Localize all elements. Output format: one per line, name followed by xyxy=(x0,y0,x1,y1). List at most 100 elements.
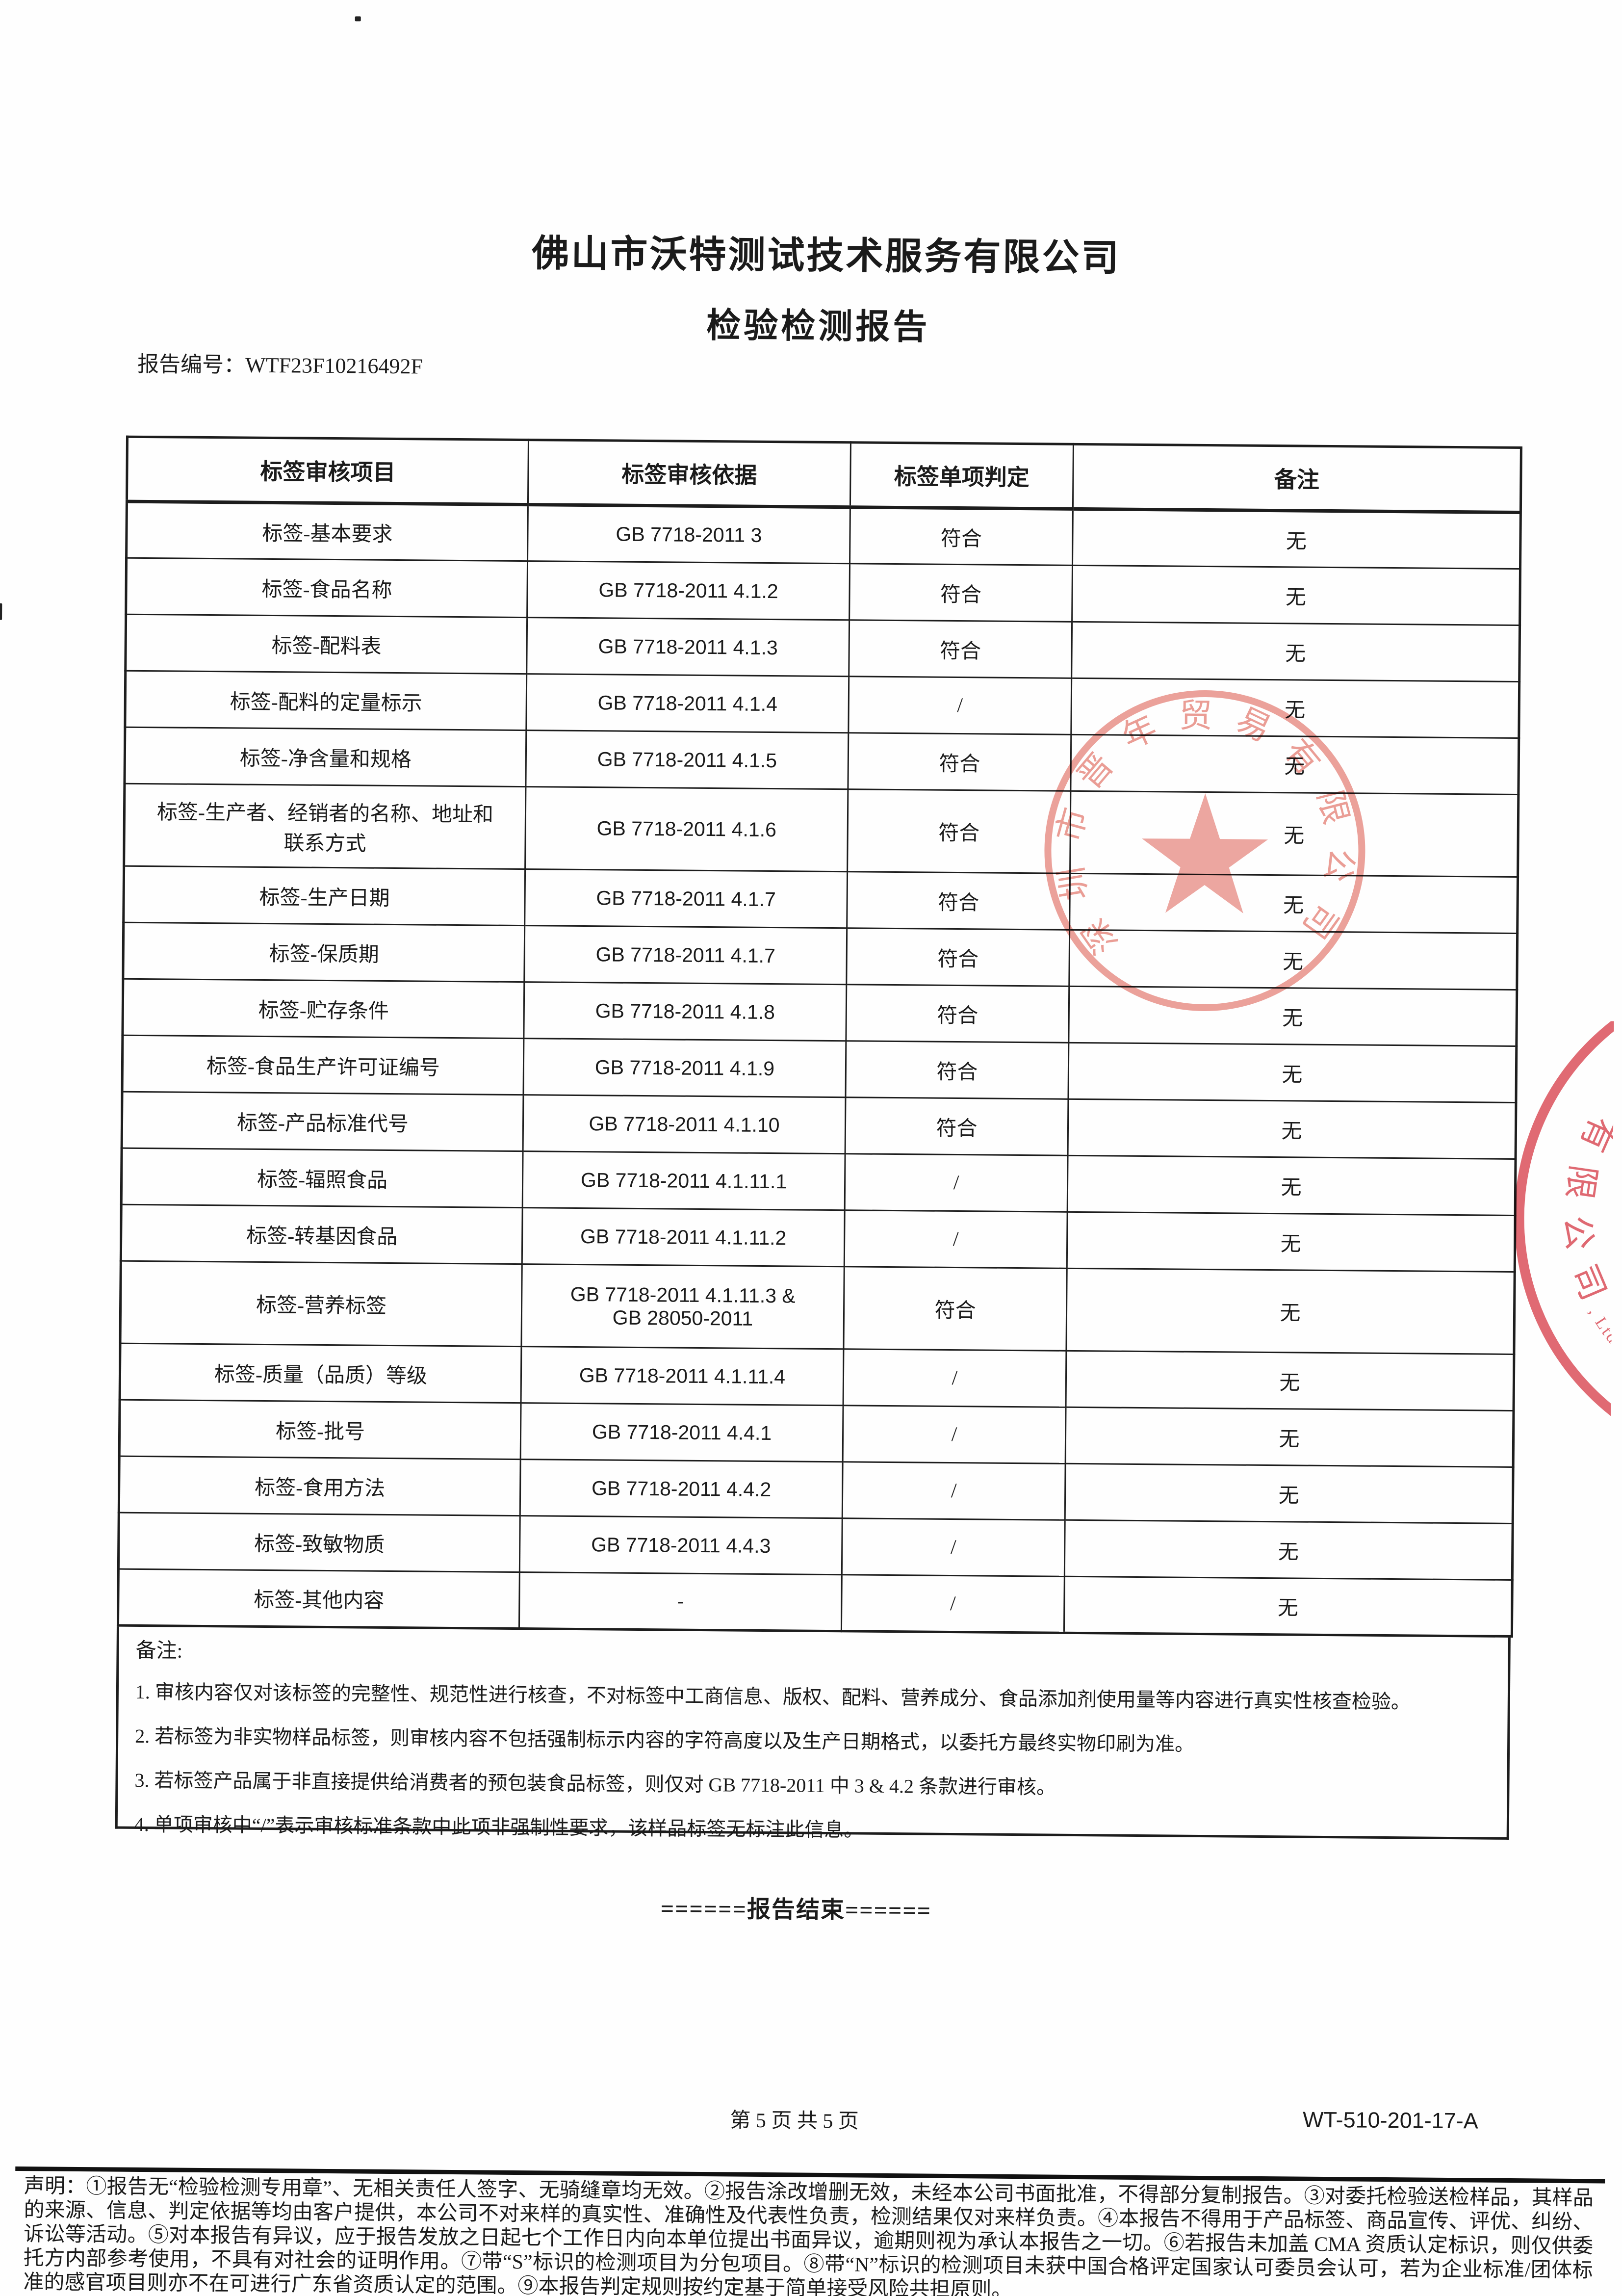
footer-disclaimer: 声明：①报告无“检验检测专用章”、无相关责任人签字、无骑缝章均无效。②报告涂改增… xyxy=(23,2175,1594,2296)
table-row: 标签-配料表 GB 7718-2011 4.1.3 符合 无 xyxy=(125,614,1520,682)
report-end-marker: ======报告结束====== xyxy=(660,1896,932,1924)
cell-judgment: / xyxy=(844,1210,1068,1269)
table-row: 标签-批号 GB 7718-2011 4.4.1 / 无 xyxy=(119,1400,1514,1467)
cell-remark: 无 xyxy=(1064,1520,1513,1580)
cell-remark: 无 xyxy=(1072,565,1520,626)
seal-star-icon xyxy=(1142,793,1268,913)
table-row: 标签-基本要求 GB 7718-2011 3 符合 无 xyxy=(126,501,1521,569)
table-row: 标签-质量（品质）等级 GB 7718-2011 4.1.11.4 / 无 xyxy=(120,1343,1514,1411)
cell-audit-basis: GB 7718-2011 4.4.2 xyxy=(520,1459,843,1518)
remark-note: 2. 若标签为非实物样品标签，则审核内容不包括强制标示内容的字符高度以及生产日期… xyxy=(135,1724,1195,1755)
svg-text:有限公司: 有限公司 xyxy=(1556,1110,1614,1324)
cell-audit-item: 标签-生产者、经销者的名称、地址和 联系方式 xyxy=(124,783,526,869)
cell-judgment: / xyxy=(842,1518,1065,1577)
cell-audit-basis: GB 7718-2011 4.1.11.2 xyxy=(522,1207,845,1267)
document-code: WT-510-201-17-A xyxy=(1302,2107,1478,2134)
table-row: 标签-食品生产许可证编号 GB 7718-2011 4.1.9 符合 无 xyxy=(122,1035,1517,1103)
cell-judgment: / xyxy=(845,1153,1068,1212)
cell-audit-item: 标签-营养标签 xyxy=(120,1261,522,1347)
cell-remark: 无 xyxy=(1065,1463,1514,1524)
cell-audit-item: 标签-辐照食品 xyxy=(121,1148,523,1208)
cell-remark: 无 xyxy=(1064,1576,1513,1637)
cell-judgment: 符合 xyxy=(845,1041,1069,1099)
cell-audit-basis: GB 7718-2011 4.1.9 xyxy=(523,1038,846,1097)
cell-audit-item: 标签-产品标准代号 xyxy=(122,1092,523,1151)
company-name: 佛山市沃特测试技术服务有限公司 xyxy=(532,233,1121,279)
cell-judgment: 符合 xyxy=(845,1097,1068,1156)
cell-judgment: 符合 xyxy=(850,507,1073,566)
table-row: 标签-转基因食品 GB 7718-2011 4.1.11.2 / 无 xyxy=(121,1204,1516,1272)
table-row: 标签-营养标签 GB 7718-2011 4.1.11.3 & GB 28050… xyxy=(120,1261,1515,1355)
cell-audit-item: 标签-食用方法 xyxy=(119,1456,521,1516)
remarks-label: 备注: xyxy=(135,1639,183,1663)
remark-note: 3. 若标签产品属于非直接提供给消费者的预包装食品标签，则仅对 GB 7718-… xyxy=(134,1769,1056,1799)
audit-table-section: 标签审核项目 标签审核依据 标签单项判定 备注 标签-基本要求 GB 7718-… xyxy=(115,435,1522,1841)
remarks-section: 备注: 1. 审核内容仅对该标签的完整性、规范性进行核查，不对标签中工商信息、版… xyxy=(115,1626,1511,1841)
cell-audit-item: 标签-贮存条件 xyxy=(122,979,524,1039)
cell-audit-basis: GB 7718-2011 4.1.5 xyxy=(525,730,849,789)
scan-artifact xyxy=(355,16,361,22)
cell-audit-basis: GB 7718-2011 4.4.3 xyxy=(519,1515,843,1575)
cell-audit-item: 标签-质量（品质）等级 xyxy=(120,1343,521,1403)
edge-seal-stamp: 有限公司 , Ltd. xyxy=(1514,1020,1614,1434)
cell-remark: 无 xyxy=(1068,1099,1516,1159)
cell-judgment: / xyxy=(841,1574,1065,1633)
cell-judgment: / xyxy=(843,1405,1066,1464)
cell-audit-item: 标签-致敏物质 xyxy=(118,1513,520,1572)
remark-note: 4. 单项审核中“/”表示审核标准条款中此项非强制性要求，该样品标签无标注此信息… xyxy=(134,1813,864,1841)
seal-ring xyxy=(1044,690,1365,1011)
cell-audit-basis: GB 7718-2011 4.1.4 xyxy=(526,674,849,733)
table-row: 标签-辐照食品 GB 7718-2011 4.1.11.1 / 无 xyxy=(121,1148,1516,1216)
cell-audit-basis: GB 7718-2011 4.1.8 xyxy=(523,982,847,1041)
cell-remark: 无 xyxy=(1067,1212,1516,1272)
remark-note: 1. 审核内容仅对该标签的完整性、规范性进行核查，不对标签中工商信息、版权、配料… xyxy=(135,1680,1411,1713)
cell-audit-item: 标签-批号 xyxy=(119,1400,521,1460)
cell-audit-item: 标签-其他内容 xyxy=(118,1569,520,1629)
cell-audit-basis: GB 7718-2011 4.1.3 xyxy=(526,617,850,677)
header-audit-basis: 标签审核依据 xyxy=(528,440,851,507)
cell-judgment: 符合 xyxy=(849,620,1072,678)
cell-audit-basis: GB 7718-2011 4.1.11.4 xyxy=(521,1346,844,1406)
cell-audit-item: 标签-保质期 xyxy=(123,922,525,982)
header-remark: 备注 xyxy=(1073,444,1521,513)
cell-audit-item: 标签-配料表 xyxy=(125,614,527,674)
remarks-list: 1. 审核内容仅对该标签的完整性、规范性进行核查，不对标签中工商信息、版权、配料… xyxy=(134,1680,1493,1847)
cell-remark: 无 xyxy=(1067,1155,1516,1216)
table-header-row: 标签审核项目 标签审核依据 标签单项判定 备注 xyxy=(127,437,1521,513)
cell-judgment: / xyxy=(842,1461,1066,1520)
table-row: 标签-食用方法 GB 7718-2011 4.4.2 / 无 xyxy=(119,1456,1514,1524)
cell-audit-basis: GB 7718-2011 4.1.11.1 xyxy=(522,1151,846,1210)
cell-audit-item: 标签-基本要求 xyxy=(126,501,528,561)
cell-remark: 无 xyxy=(1068,1043,1517,1103)
cell-audit-item: 标签-净含量和规格 xyxy=(124,727,526,787)
edge-seal-ring xyxy=(1514,1020,1614,1434)
cell-remark: 无 xyxy=(1065,1407,1514,1467)
cell-audit-basis: GB 7718-2011 3 xyxy=(527,504,850,564)
cell-judgment: 符合 xyxy=(849,563,1073,622)
cell-audit-basis: GB 7718-2011 4.1.2 xyxy=(527,561,850,620)
cell-audit-item: 标签-食品生产许可证编号 xyxy=(122,1035,524,1095)
cell-audit-basis: - xyxy=(519,1572,842,1631)
cell-remark: 无 xyxy=(1071,622,1520,682)
cell-audit-basis: GB 7718-2011 4.4.1 xyxy=(520,1403,844,1462)
cell-remark: 无 xyxy=(1066,1268,1515,1355)
table-row: 标签-致敏物质 GB 7718-2011 4.4.3 / 无 xyxy=(118,1513,1513,1580)
table-row: 标签-食品名称 GB 7718-2011 4.1.2 符合 无 xyxy=(126,558,1520,626)
label-audit-table: 标签审核项目 标签审核依据 标签单项判定 备注 标签-基本要求 GB 7718-… xyxy=(116,435,1522,1638)
cell-audit-item: 标签-食品名称 xyxy=(126,558,528,618)
cell-audit-basis: GB 7718-2011 4.1.6 xyxy=(525,786,848,872)
cell-audit-item: 标签-配料的定量标示 xyxy=(125,671,527,731)
header-audit-item: 标签审核项目 xyxy=(127,437,529,505)
cell-remark: 无 xyxy=(1066,1351,1514,1411)
table-row: 标签-产品标准代号 GB 7718-2011 4.1.10 符合 无 xyxy=(122,1092,1516,1159)
report-title: 检验检测报告 xyxy=(706,307,930,347)
cell-audit-basis: GB 7718-2011 4.1.10 xyxy=(523,1095,846,1154)
cell-audit-basis: GB 7718-2011 4.1.7 xyxy=(524,869,848,928)
cell-audit-item: 标签-转基因食品 xyxy=(121,1204,523,1264)
scan-artifact xyxy=(0,603,2,620)
cell-audit-basis: GB 7718-2011 4.1.7 xyxy=(524,925,847,985)
cell-judgment: 符合 xyxy=(843,1266,1067,1351)
edge-seal-text: 有限公司 xyxy=(1556,1110,1614,1324)
